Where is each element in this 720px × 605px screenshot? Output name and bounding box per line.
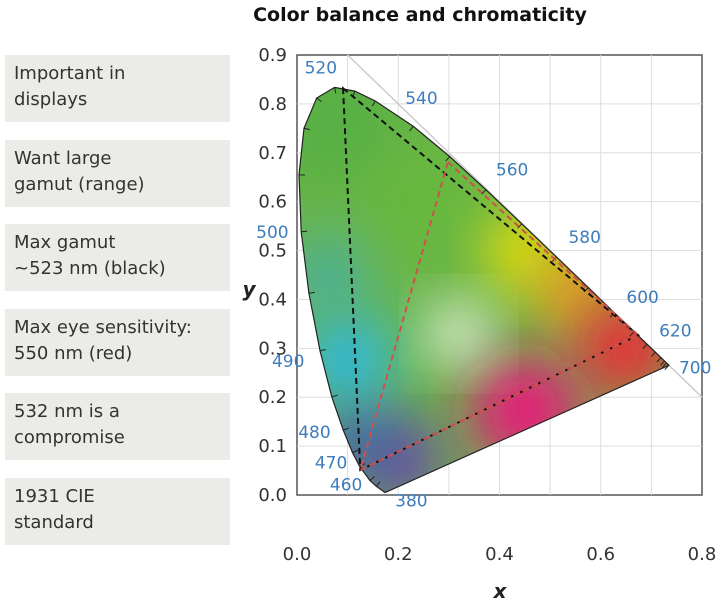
wavelength-label: 490 <box>272 352 304 372</box>
y-tick-label: 0.2 <box>258 387 287 408</box>
note-line: Max eye sensitivity: <box>14 316 192 338</box>
wavelength-label: 470 <box>315 454 347 474</box>
note-line: Max gamut <box>14 232 116 253</box>
wavelength-tick <box>369 476 375 481</box>
wavelength-label: 580 <box>568 228 600 248</box>
note-line: Want large <box>14 147 112 169</box>
y-tick-label: 0.9 <box>258 45 287 66</box>
wavelength-label: 380 <box>395 492 427 512</box>
wavelength-tick <box>334 87 337 94</box>
wavelength-tick <box>650 351 656 357</box>
y-axis-label: y <box>242 277 256 301</box>
note-line: gamut (range) <box>14 173 145 195</box>
wavelength-tick <box>409 125 414 132</box>
wavelength-label: 560 <box>496 161 528 181</box>
wavelength-tick <box>445 156 451 162</box>
note-box: Max gamut ~523 nm (black) <box>5 224 230 291</box>
wavelength-tick <box>331 394 338 398</box>
wavelength-tick <box>352 449 359 454</box>
gamut-red-triangle <box>358 160 640 472</box>
y-tick-label: 0.8 <box>258 94 287 115</box>
wavelength-label: 520 <box>305 58 337 78</box>
note-line: Important in <box>14 63 126 84</box>
wavelength-tick <box>316 97 322 103</box>
note-box: Max eye sensitivity: 550 nm (red) <box>5 308 230 376</box>
wavelength-label: 700 <box>679 358 711 378</box>
note-box: Want large gamut (range) <box>5 139 230 207</box>
y-tick-label: 0.4 <box>258 289 287 310</box>
x-tick-label: 0.6 <box>586 544 615 565</box>
note-line: 550 nm (red) <box>14 342 133 364</box>
wavelength-label: 460 <box>330 475 362 495</box>
wavelength-tick <box>660 360 665 366</box>
x-tick-label: 0.4 <box>485 544 514 565</box>
gamut-black-triangle <box>341 86 641 472</box>
wavelength-label: 620 <box>659 321 691 341</box>
wavelength-tick <box>664 364 670 370</box>
wavelength-tick <box>517 223 523 229</box>
y-tick-label: 0.0 <box>258 485 287 506</box>
note-line: 1931 CIE <box>14 485 95 507</box>
wavelength-tick <box>308 291 315 294</box>
y-tick-label: 0.6 <box>258 192 287 213</box>
y-tick-label: 0.3 <box>258 338 287 359</box>
wavelength-tick <box>343 427 350 431</box>
wavelength-label: 540 <box>405 89 437 109</box>
wavelength-label: 600 <box>626 288 658 308</box>
chart-title: Color balance and chromaticity <box>253 4 587 26</box>
wavelength-tick <box>642 343 648 349</box>
x-axis-label: x <box>493 579 508 603</box>
wavelength-tick <box>303 127 310 131</box>
wavelength-tick <box>301 230 308 233</box>
note-line: standard <box>14 511 94 533</box>
wavelength-tick <box>375 481 381 487</box>
x-tick-label: 0.0 <box>283 544 312 565</box>
color-blob <box>363 141 484 262</box>
note-line: displays <box>14 89 88 110</box>
wavelength-tick <box>371 100 376 107</box>
note-line: 532 nm is a <box>14 401 120 422</box>
wavelength-tick <box>662 362 667 368</box>
x-tick-label: 0.2 <box>384 544 413 565</box>
wavelength-tick <box>481 189 487 195</box>
y-tick-label: 0.5 <box>258 241 287 262</box>
note-box: 532 nm is a compromise <box>5 393 230 460</box>
wavelength-label: 500 <box>256 223 288 243</box>
wavelength-tick <box>319 348 326 352</box>
note-line: ~523 nm (black) <box>14 258 166 279</box>
color-blob <box>429 303 489 364</box>
note-line: compromise <box>14 427 125 448</box>
note-box: Important in displays <box>5 55 230 122</box>
x-tick-label: 0.8 <box>688 544 717 565</box>
note-box: 1931 CIE standard <box>5 477 230 545</box>
wavelength-tick <box>629 331 635 337</box>
wavelength-label: 480 <box>298 423 330 443</box>
wavelength-tick <box>656 357 662 363</box>
y-tick-label: 0.7 <box>258 143 287 164</box>
y-tick-label: 0.1 <box>258 436 287 457</box>
